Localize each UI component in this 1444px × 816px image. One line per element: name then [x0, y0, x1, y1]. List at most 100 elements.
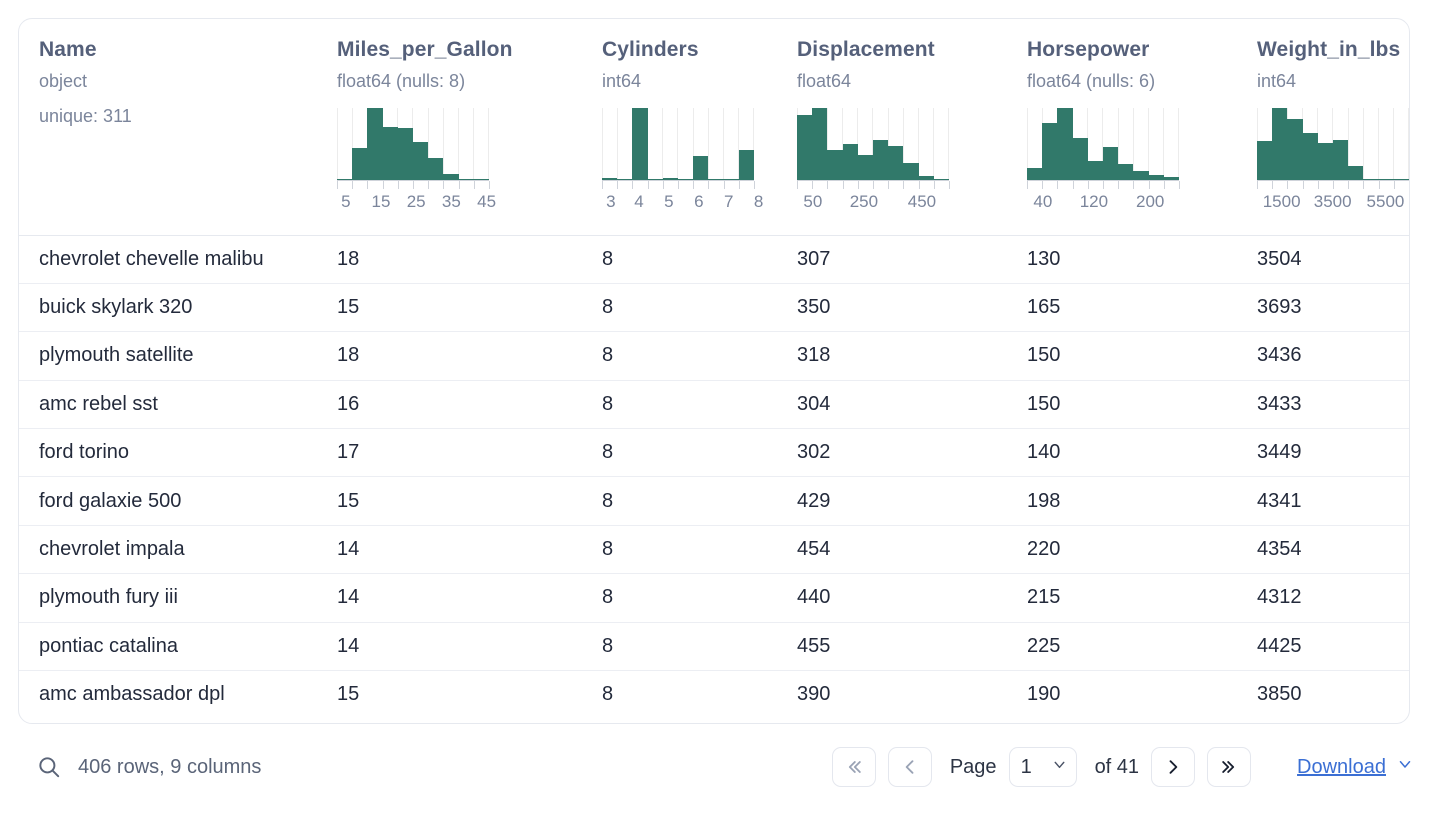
table-row[interactable]: plymouth satellite 18 8 318 150 3436: [19, 331, 1409, 381]
cell-mpg: 15: [337, 476, 602, 526]
last-page-button[interactable]: [1207, 747, 1252, 787]
table-row[interactable]: ford torino 17 8 302 140 3449: [19, 428, 1409, 478]
column-title: Horsepower: [1027, 38, 1150, 61]
histogram-bar: [617, 179, 633, 181]
column-unique-count: unique: 311: [39, 106, 132, 127]
histogram-plot: [337, 108, 490, 181]
cell-disp: 455: [797, 622, 1027, 672]
histogram-bar: [1133, 170, 1149, 181]
cell-mpg: 18: [337, 331, 602, 381]
table-footer: 406 rows, 9 columns Page 1: [18, 736, 1428, 798]
histogram-bars: [602, 108, 755, 181]
histogram-bar: [1257, 140, 1273, 181]
column-header-displacement[interactable]: Displacement float64 50 250 450: [797, 19, 1027, 236]
histogram-bar: [873, 139, 889, 181]
histogram-bar: [903, 162, 919, 181]
histogram-bar: [888, 146, 904, 181]
histogram-tick-label: 50: [803, 192, 823, 212]
table-row[interactable]: amc rebel sst 16 8 304 150 3433: [19, 380, 1409, 430]
column-dtype: float64: [797, 71, 852, 92]
histogram-bar: [602, 178, 618, 181]
table-row[interactable]: buick skylark 320 15 8 350 165 3693: [19, 283, 1409, 333]
cell-wt: 4354: [1257, 525, 1409, 575]
histogram-bar: [1272, 108, 1288, 181]
column-header-miles_per_gallon[interactable]: Miles_per_Gallon float64 (nulls: 8) 5 15 25 3…: [337, 19, 602, 236]
chevron-down-icon: [1051, 756, 1068, 778]
histogram-bar: [1163, 176, 1180, 181]
column-title: Cylinders: [602, 38, 699, 61]
histogram-bar: [857, 155, 874, 181]
histogram-bar: [662, 178, 679, 181]
histogram-bar: [428, 157, 444, 181]
table-row[interactable]: pontiac catalina 14 8 455 225 4425: [19, 622, 1409, 672]
column-header-name[interactable]: Name object unique: 311: [19, 19, 337, 236]
column-header-cylinders[interactable]: Cylinders int64 3 4 5 6 7 8: [602, 19, 797, 236]
cell-disp: 440: [797, 573, 1027, 623]
histogram-bar: [443, 174, 459, 181]
cell-disp: 429: [797, 476, 1027, 526]
cell-hp: 215: [1027, 573, 1257, 623]
cell-disp: 318: [797, 331, 1027, 381]
histogram-bar: [918, 175, 934, 181]
histogram-bar: [797, 115, 813, 181]
cell-name: buick skylark 320: [19, 283, 337, 333]
histogram-bar: [337, 178, 353, 181]
histogram-bars: [1257, 108, 1409, 181]
column-title: Miles_per_Gallon: [337, 38, 513, 61]
cell-hp: 165: [1027, 283, 1257, 333]
cell-disp: 307: [797, 235, 1027, 284]
previous-page-button[interactable]: [887, 747, 932, 787]
column-histogram: 40 120 200: [1027, 108, 1180, 214]
cell-disp: 350: [797, 283, 1027, 333]
histogram-plot: [1257, 108, 1409, 181]
cell-cyl: 8: [602, 428, 797, 478]
histogram-tick-label: 1500: [1262, 192, 1301, 212]
cell-cyl: 8: [602, 525, 797, 575]
histogram-bar: [1042, 122, 1058, 181]
search-icon[interactable]: [36, 754, 62, 780]
column-dtype: float64 (nulls: 8): [337, 71, 466, 92]
cell-disp: 304: [797, 380, 1027, 430]
histogram-bar: [812, 108, 828, 181]
column-title: Weight_in_lbs: [1257, 38, 1401, 61]
histogram-bar: [1072, 137, 1088, 181]
histogram-plot: [602, 108, 755, 181]
table-row[interactable]: plymouth fury iii 14 8 440 215 4312: [19, 573, 1409, 623]
histogram-bar: [1118, 163, 1134, 181]
next-page-button[interactable]: [1151, 747, 1196, 787]
table-row[interactable]: amc ambassador dpl 15 8 390 190 3850: [19, 671, 1409, 719]
histogram-tick-label: 3500: [1313, 192, 1352, 212]
histogram-axis: [797, 180, 950, 190]
histogram-bar: [352, 147, 368, 181]
histogram-tick-label: 120: [1079, 192, 1109, 212]
table-row[interactable]: chevrolet impala 14 8 454 220 4354: [19, 525, 1409, 575]
cell-disp: 390: [797, 683, 831, 706]
cell-wt: 3436: [1257, 331, 1409, 381]
histogram-bar: [1393, 179, 1409, 181]
cell-hp: 130: [1027, 235, 1257, 284]
column-header-weight_in_lbs[interactable]: Weight_in_lbs int64 1500 3500 5500: [1257, 19, 1409, 236]
cell-wt: 3433: [1257, 380, 1409, 430]
histogram-tick-label: 4: [634, 192, 644, 212]
histogram-bar: [367, 108, 383, 181]
cell-name: plymouth fury iii: [19, 573, 337, 623]
page-number-select[interactable]: 1: [1008, 747, 1077, 787]
table-row[interactable]: ford galaxie 500 15 8 429 198 4341: [19, 476, 1409, 526]
histogram-axis: [337, 180, 490, 190]
first-page-button[interactable]: [831, 747, 876, 787]
histogram-bar: [1027, 167, 1043, 181]
histogram-tick-label: 7: [723, 192, 734, 212]
table-row[interactable]: chevrolet chevelle malibu 18 8 307 130 3504: [19, 235, 1409, 284]
cell-wt: 4425: [1257, 622, 1409, 672]
histogram-bar: [1302, 132, 1318, 181]
column-header-horsepower[interactable]: Horsepower float64 (nulls: 6) 40 120 200: [1027, 19, 1257, 236]
histogram-bar: [708, 179, 724, 181]
download-menu-button[interactable]: Download: [1297, 755, 1414, 779]
histogram-tick-label: 40: [1033, 192, 1053, 212]
